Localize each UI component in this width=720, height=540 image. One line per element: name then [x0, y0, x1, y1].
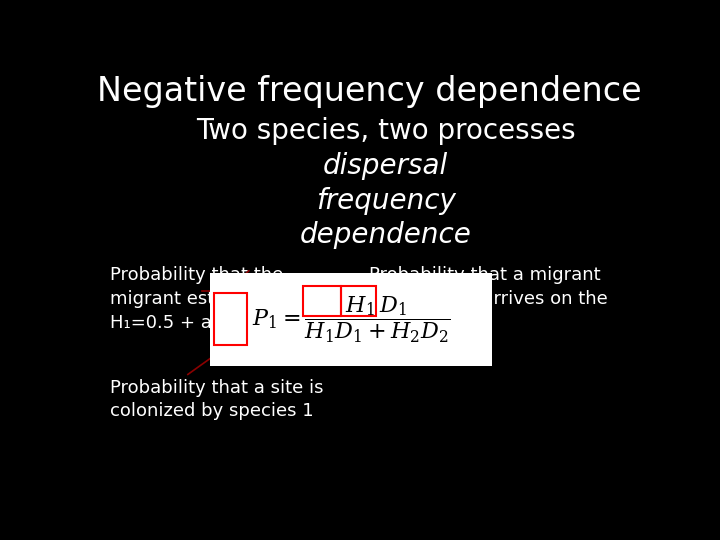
Bar [303, 286, 341, 316]
Text: dispersal
frequency
dependence: dispersal frequency dependence [300, 152, 472, 249]
Text: Probability that a site is
colonized by species 1: Probability that a site is colonized by … [109, 379, 323, 420]
Text: Two species, two processes: Two species, two processes [196, 117, 575, 145]
Text: Probability that a migrant
of species 1 arrives on the
site: Probability that a migrant of species 1 … [369, 266, 608, 332]
Bar [210, 273, 492, 366]
Bar [341, 286, 376, 316]
Text: Negative frequency dependence: Negative frequency dependence [96, 75, 642, 108]
Text: Probability that the
migrant establishes:
H₁=0.5 + a (F₁-0.5): Probability that the migrant establishes… [109, 266, 294, 332]
Bar [214, 293, 248, 346]
Text: $P_1 = \dfrac{H_1\,D_1}{H_1 D_1 + H_2 D_2}$: $P_1 = \dfrac{H_1\,D_1}{H_1 D_1 + H_2 D_… [251, 294, 450, 345]
